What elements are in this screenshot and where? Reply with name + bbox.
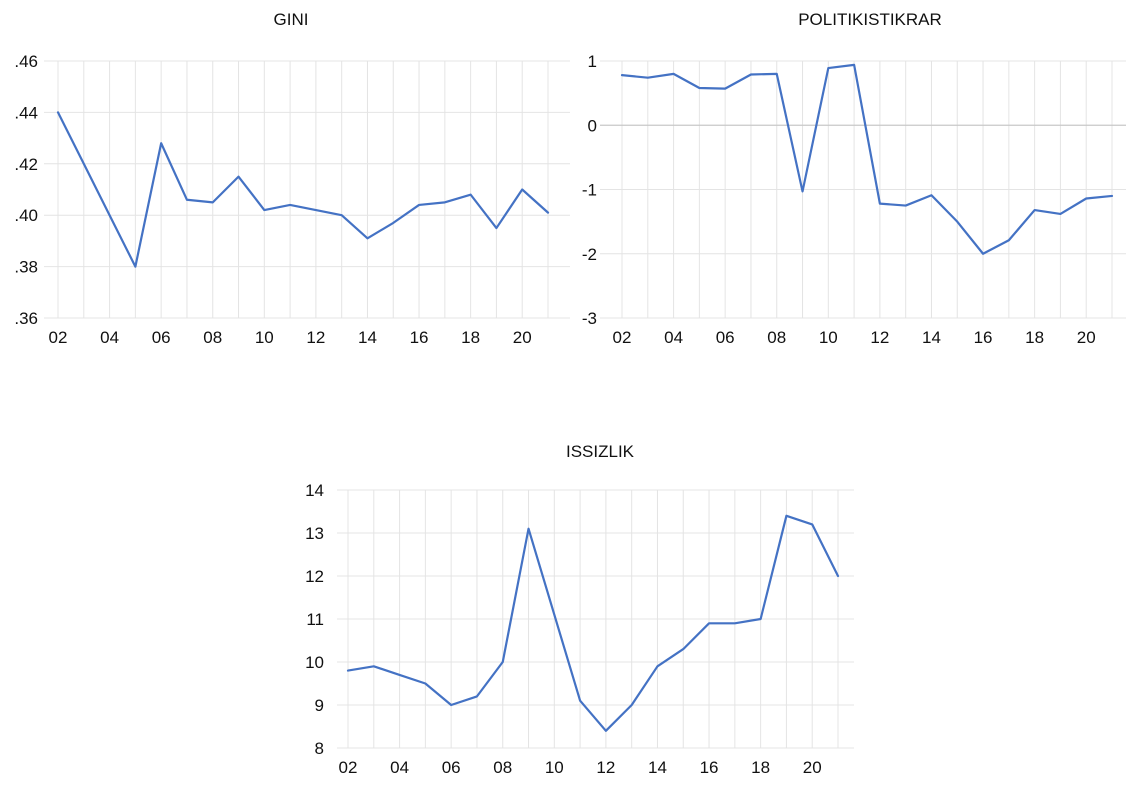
x-tick-label: 04: [664, 328, 683, 347]
chart-title: GINI: [274, 10, 309, 29]
x-tick-label: 16: [974, 328, 993, 347]
x-tick-label: 20: [513, 328, 532, 347]
y-tick-label: -1: [582, 181, 597, 200]
series-line: [346, 514, 840, 732]
x-tick-label: 18: [1025, 328, 1044, 347]
chart-svg: POLITIKISTIKRAR -3 -2 -1 0 1 02 04 06 08 10 12 14 16 1…: [582, 10, 1126, 347]
x-tick-label: 10: [255, 328, 274, 347]
y-tick-label: 11: [306, 610, 324, 629]
issizlik-chart: ISSIZLIK 8 9 10 11 12 13 14 02 04 06 08 10 12 14 16 18 20: [280, 430, 860, 785]
x-tick-label: 02: [339, 758, 358, 777]
y-tick-label: 9: [315, 696, 324, 715]
x-tick-label: 08: [493, 758, 512, 777]
x-tick-label: 08: [767, 328, 786, 347]
y-tick-label: .38: [14, 258, 38, 277]
y-tick-label: -2: [582, 245, 597, 264]
y-tick-label: .40: [14, 206, 38, 225]
gini-chart: GINI .36 .38 .40 .42 .44 .46 02 04 06 08 10 12 14 16 18…: [0, 0, 570, 360]
y-tick-label: .46: [14, 52, 38, 71]
y-tick-label: .36: [14, 309, 38, 328]
series-line: [620, 63, 1114, 255]
x-tick-label: 18: [751, 758, 770, 777]
x-tick-label: 02: [49, 328, 68, 347]
x-tick-label: 14: [648, 758, 667, 777]
x-tick-label: 16: [410, 328, 429, 347]
y-tick-label: 8: [315, 739, 324, 758]
x-tick-label: 12: [870, 328, 889, 347]
x-tick-label: 14: [922, 328, 941, 347]
y-tick-label: 0: [588, 116, 597, 135]
x-tick-label: 20: [1077, 328, 1096, 347]
x-tick-label: 10: [819, 328, 838, 347]
x-tick-label: 12: [596, 758, 615, 777]
y-tick-label: 1: [588, 52, 597, 71]
x-tick-label: 06: [442, 758, 461, 777]
politikistikrar-chart: POLITIKISTIKRAR -3 -2 -1 0 1 02 04 06 08 10 12 14 16 1…: [560, 0, 1128, 360]
series-line: [56, 111, 550, 268]
x-tick-label: 14: [358, 328, 377, 347]
x-tick-label: 20: [803, 758, 822, 777]
x-tick-label: 04: [390, 758, 409, 777]
x-tick-label: 10: [545, 758, 564, 777]
chart-title: ISSIZLIK: [566, 442, 635, 461]
x-tick-label: 02: [613, 328, 632, 347]
y-tick-label: .44: [14, 103, 38, 122]
y-tick-label: 13: [305, 524, 324, 543]
chart-svg: GINI .36 .38 .40 .42 .44 .46 02 04 06 08 10 12 14 16 18…: [14, 10, 570, 347]
x-tick-label: 18: [461, 328, 480, 347]
x-tick-label: 08: [203, 328, 222, 347]
chart-title: POLITIKISTIKRAR: [798, 10, 942, 29]
y-tick-label: 14: [305, 481, 324, 500]
x-tick-label: 16: [700, 758, 719, 777]
y-tick-label: .42: [14, 155, 38, 174]
x-tick-label: 06: [152, 328, 171, 347]
x-tick-label: 06: [716, 328, 735, 347]
y-tick-label: 12: [305, 567, 324, 586]
x-tick-label: 12: [306, 328, 325, 347]
y-tick-label: 10: [305, 653, 324, 672]
x-tick-label: 04: [100, 328, 119, 347]
y-tick-label: -3: [582, 309, 597, 328]
chart-svg: ISSIZLIK 8 9 10 11 12 13 14 02 04 06 08 10 12 14 16 18 20: [305, 442, 854, 777]
